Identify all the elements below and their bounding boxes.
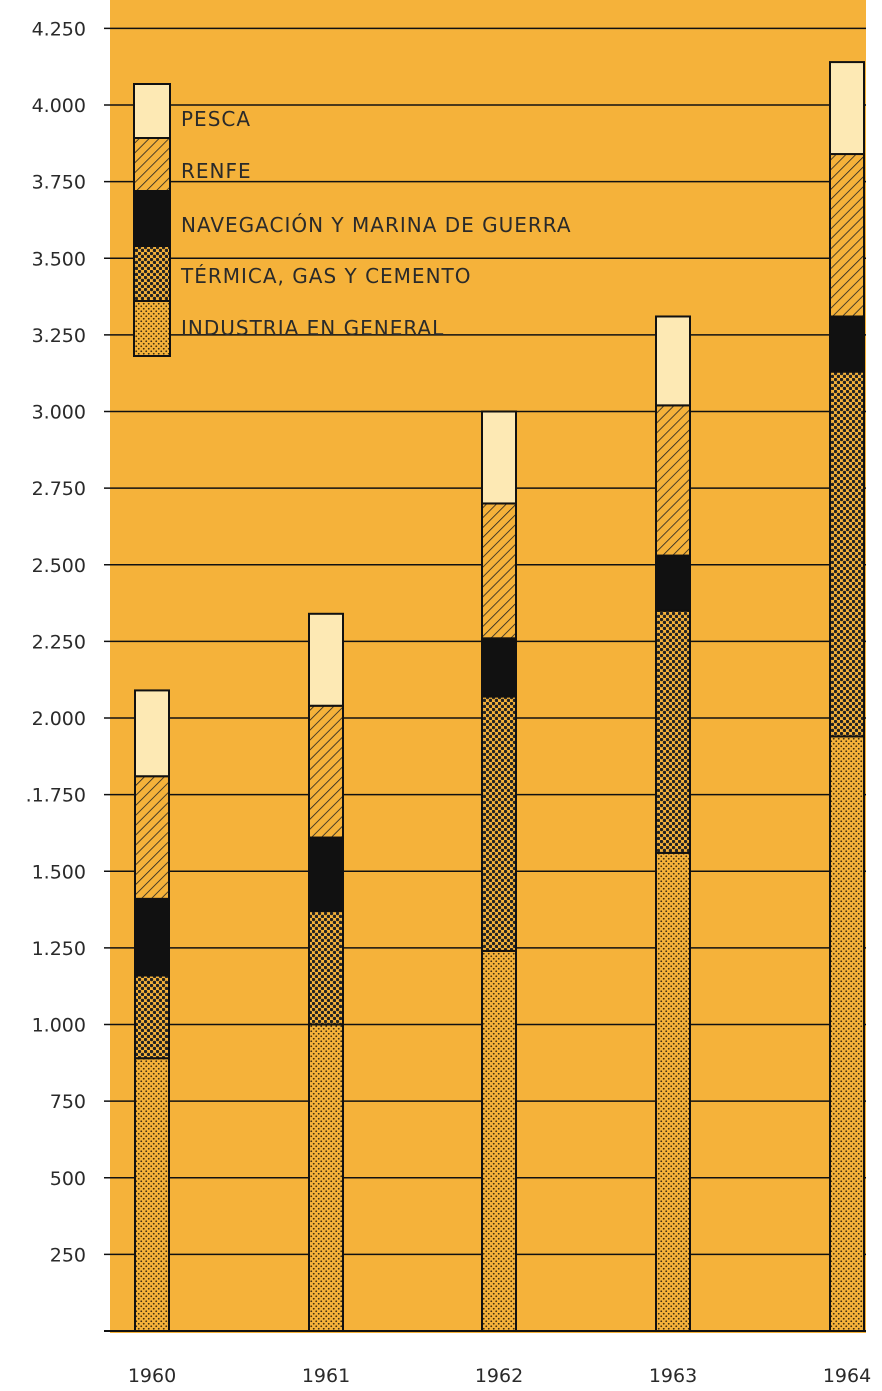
legend-label-pesca: PESCA <box>181 107 251 131</box>
bar-segment-termica-gas-y-cemento-1961 <box>308 910 344 1026</box>
bar-segment-industria-en-general-1962 <box>481 949 517 1332</box>
legend-label-navegacion-y-marina-de-guerra: NAVEGACIÓN Y MARINA DE GUERRA <box>181 213 572 237</box>
y-tick-label: 2.250 <box>32 631 86 653</box>
bar-segment-renfe-1961 <box>308 704 344 839</box>
x-tick-label: 1961 <box>302 1365 350 1387</box>
y-tick-label: 3.500 <box>32 248 86 270</box>
bar-segment-pesca-1960 <box>134 689 170 778</box>
bar-segment-renfe-1963 <box>655 404 691 557</box>
bar-segment-industria-en-general-1961 <box>308 1023 344 1332</box>
y-tick-label: 2.750 <box>32 478 86 500</box>
bar-segment-navegacion-y-marina-de-guerra-1963 <box>655 554 691 612</box>
bar-segment-industria-en-general-1964 <box>829 735 865 1332</box>
y-tick-label: 3.750 <box>32 172 86 194</box>
x-tick-label: 1963 <box>649 1365 697 1387</box>
bar-segment-navegacion-y-marina-de-guerra-1964 <box>829 315 865 373</box>
bar-segment-renfe-1960 <box>134 775 170 900</box>
x-axis-categories: 1960 1961 1962 1963 1964 <box>128 1365 871 1387</box>
y-tick-label: 4.250 <box>32 18 86 40</box>
y-tick-label: 1.250 <box>32 938 86 960</box>
bar-segment-navegacion-y-marina-de-guerra-1960 <box>134 897 170 977</box>
x-tick-label: 1960 <box>128 1365 176 1387</box>
x-tick-label: 1962 <box>475 1365 523 1387</box>
bar-segment-pesca-1964 <box>829 61 865 156</box>
y-tick-label: 750 <box>50 1091 86 1113</box>
y-tick-label: 2.000 <box>32 708 86 730</box>
legend-swatch-termica-gas-y-cemento <box>133 245 171 302</box>
bar-segment-termica-gas-y-cemento-1964 <box>829 370 865 738</box>
bar-segment-renfe-1964 <box>829 153 865 318</box>
bar-segment-navegacion-y-marina-de-guerra-1962 <box>481 637 517 698</box>
bar-segment-industria-en-general-1963 <box>655 851 691 1332</box>
y-tick-label: 500 <box>50 1168 86 1190</box>
y-tick-label: .1.750 <box>26 785 86 807</box>
legend-label-industria-en-general: INDUSTRIA EN GENERAL <box>181 316 444 340</box>
legend-swatch-industria-en-general <box>133 300 171 357</box>
bar-segment-termica-gas-y-cemento-1962 <box>481 695 517 952</box>
legend-label-termica-gas-y-cemento: TÉRMICA, GAS Y CEMENTO <box>180 264 472 288</box>
y-tick-label: 4.000 <box>32 95 86 117</box>
bar-segment-termica-gas-y-cemento-1960 <box>134 974 170 1060</box>
bar-segment-pesca-1963 <box>655 315 691 407</box>
legend-swatch-pesca <box>133 83 171 139</box>
legend-swatch-navegacion-y-marina-de-guerra <box>133 190 171 247</box>
y-tick-label: 1.500 <box>32 861 86 883</box>
legend-label-renfe: RENFE <box>181 159 252 183</box>
x-tick-label: 1964 <box>823 1365 871 1387</box>
legend: PESCA RENFE NAVEGACIÓN Y MARINA DE GUERRA T… <box>133 83 572 357</box>
legend-swatch-renfe <box>133 137 171 192</box>
y-tick-label: 250 <box>50 1244 86 1266</box>
bar-segment-pesca-1962 <box>481 410 517 505</box>
bar-segment-industria-en-general-1960 <box>134 1057 170 1332</box>
y-tick-label: 1.000 <box>32 1015 86 1037</box>
y-axis-ticks: 250 500 750 1.000 1.250 1.500 .1.750 2.000 2.250… <box>26 18 86 1266</box>
y-tick-label: 3.250 <box>32 325 86 347</box>
bar-segment-navegacion-y-marina-de-guerra-1961 <box>308 836 344 913</box>
y-tick-label: 3.000 <box>32 402 86 424</box>
bar-segment-renfe-1962 <box>481 502 517 640</box>
y-tick-label: 2.500 <box>32 555 86 577</box>
bar-segment-pesca-1961 <box>308 612 344 707</box>
bar-segment-termica-gas-y-cemento-1963 <box>655 609 691 854</box>
bars <box>134 61 865 1332</box>
